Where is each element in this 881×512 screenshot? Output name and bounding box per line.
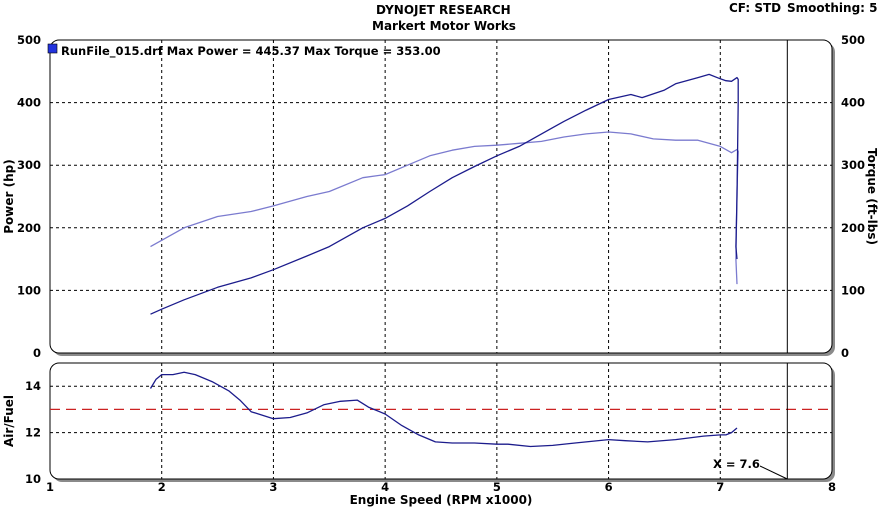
torque-curve [150,131,739,285]
x-tick-label: 3 [269,480,277,494]
right-y-tick-label: 300 [841,158,865,172]
bottom-panel-frame [49,362,833,480]
x-tick-label: 4 [381,480,389,494]
cursor-readout: X = 7.6 [713,457,760,471]
cf-label: CF: STD [729,1,782,15]
right-y-tick-label: 200 [841,221,865,235]
chart-title: DYNOJET RESEARCH [376,3,511,17]
left-y-tick-label: 300 [17,158,41,172]
left-y-tick-label: 500 [17,33,41,47]
legend-swatch [47,43,58,54]
right-y-tick-label: 500 [841,33,865,47]
x-tick-label: 7 [716,480,724,494]
right-y-tick-label: 100 [841,283,865,297]
legend-text: RunFile_015.drf Max Power = 445.37 Max T… [61,44,441,59]
x-tick-label: 2 [158,480,166,494]
afr-curve [149,371,738,448]
top-panel-frame [49,39,833,354]
left-y-tick-label: 400 [17,96,41,110]
x-tick-label: 5 [493,480,501,494]
x-tick-label: 6 [605,480,613,494]
smoothing-label: Smoothing: 5 [787,1,878,15]
right-y-tick-label: 0 [841,346,849,360]
chart-subtitle: Markert Motor Works [372,19,516,33]
right-y-tick-label: 400 [841,96,865,110]
left-y-tick-label: 0 [33,346,41,360]
left-y-tick-label: 200 [17,221,41,235]
x-axis-label: Engine Speed (RPM x1000) [350,493,533,507]
afr-y-tick-label: 12 [25,426,41,440]
power-curve [150,73,739,315]
afr-y-axis-label: Air/Fuel [2,395,16,447]
cursor-leader-line [759,465,788,480]
left-y-axis-label: Power (hp) [2,159,16,233]
right-y-axis-label: Torque (ft-lbs) [865,148,879,245]
x-tick-label: 1 [46,480,54,494]
x-tick-label: 8 [828,480,836,494]
afr-y-tick-label: 10 [25,472,41,486]
left-y-tick-label: 100 [17,283,41,297]
afr-y-tick-label: 14 [25,379,41,393]
